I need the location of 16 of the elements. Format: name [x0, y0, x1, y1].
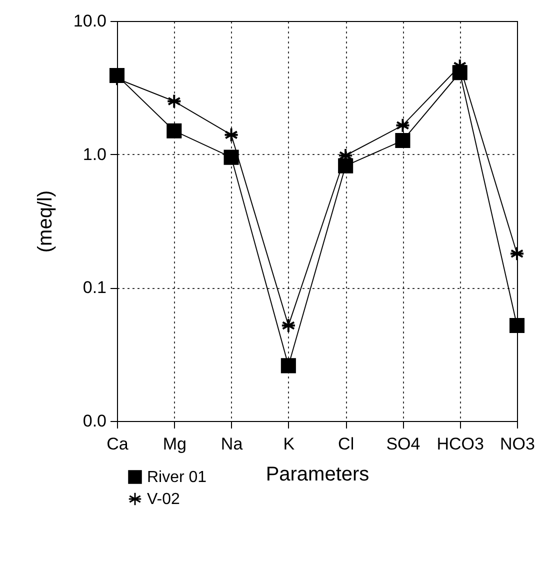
- y-tick-label: 0.1: [82, 278, 106, 298]
- x-tick-label: Ca: [106, 434, 129, 454]
- y-tick-label: 0.0: [82, 412, 106, 430]
- x-tick-label: Mg: [162, 434, 186, 454]
- x-tick-label: Na: [220, 434, 244, 454]
- x-tick-label: NO3: [500, 434, 535, 454]
- x-tick-label: Cl: [338, 434, 354, 454]
- legend-label: V-02: [147, 491, 180, 508]
- y-tick-label: 1.0: [82, 144, 106, 164]
- y-axis-title: (meq/l): [34, 190, 56, 253]
- legend-label: River 01: [147, 469, 207, 486]
- x-axis-title: Parameters: [266, 464, 370, 486]
- y-tick-label: 10.0: [73, 12, 106, 30]
- x-tick-label: HCO3: [436, 434, 484, 454]
- x-tick-label: SO4: [386, 434, 420, 454]
- x-tick-label: K: [283, 434, 296, 454]
